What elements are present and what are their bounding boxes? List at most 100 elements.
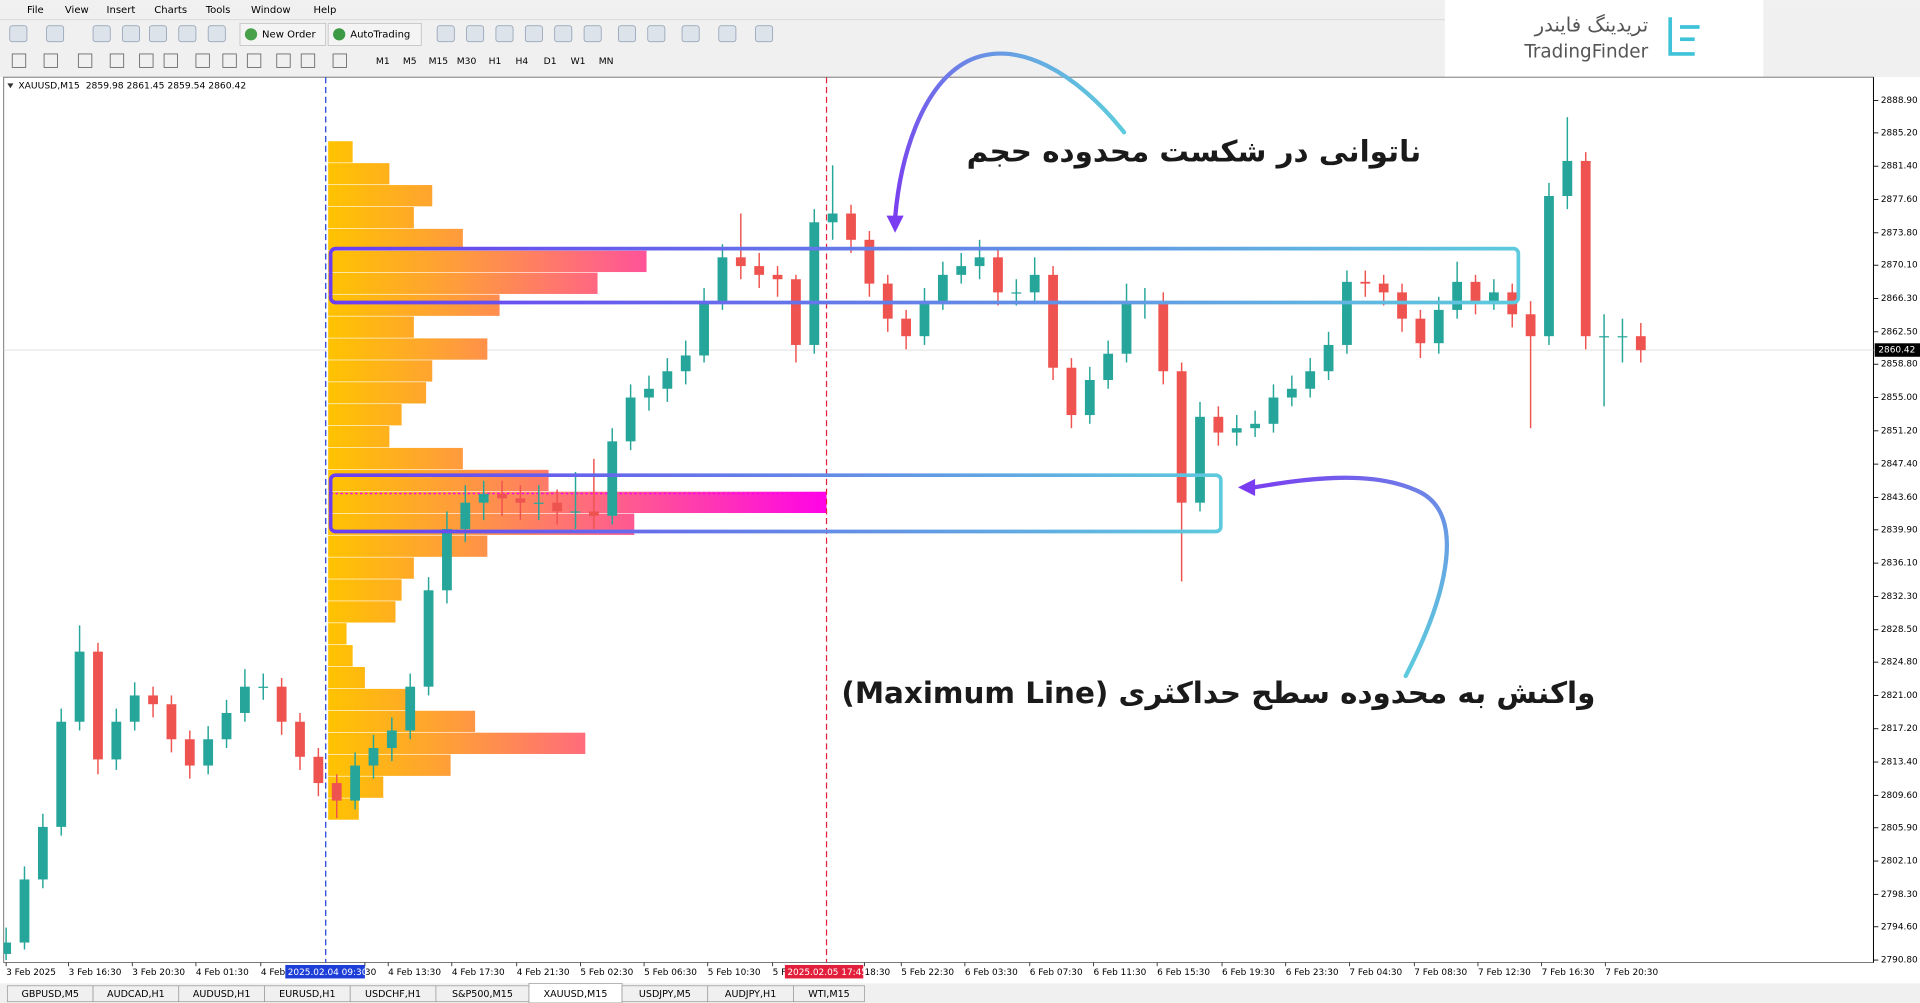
x-tick-label: 5 Feb 10:30 bbox=[708, 968, 761, 978]
timeframe-button[interactable]: M15 bbox=[429, 56, 449, 67]
drawing-tool[interactable] bbox=[139, 53, 154, 68]
drawing-tool[interactable] bbox=[300, 53, 316, 68]
button[interactable] bbox=[327, 22, 422, 46]
candle-body bbox=[37, 826, 48, 880]
toolbar-button[interactable] bbox=[92, 25, 111, 43]
tab-label: S&P500,M15 bbox=[452, 989, 513, 1000]
timeframe-button[interactable]: M30 bbox=[457, 56, 477, 67]
menu-item[interactable]: Insert bbox=[107, 5, 136, 16]
timeframe-button[interactable]: H4 bbox=[516, 56, 529, 67]
x-tick-label: 7 Feb 12:30 bbox=[1478, 968, 1531, 978]
y-tick-label: 2809.60 bbox=[1881, 791, 1918, 801]
drawing-tool[interactable] bbox=[246, 53, 262, 68]
toolbar-button[interactable] bbox=[9, 25, 28, 43]
candle-body bbox=[919, 301, 930, 337]
toolbar-button[interactable] bbox=[178, 25, 197, 43]
timeframe-button[interactable]: W1 bbox=[571, 56, 586, 67]
volume-bar bbox=[328, 316, 414, 338]
candle-body bbox=[148, 695, 158, 705]
toolbar-button[interactable] bbox=[46, 25, 65, 43]
timeframe-button[interactable]: M1 bbox=[376, 56, 390, 67]
y-tick-label: 2855.00 bbox=[1881, 393, 1918, 403]
drawing-tool[interactable] bbox=[163, 53, 178, 68]
x-tick-label: 6 Feb 15:30 bbox=[1157, 968, 1210, 978]
volume-bar bbox=[328, 732, 586, 754]
button[interactable] bbox=[239, 22, 327, 46]
timeframe-button[interactable]: M5 bbox=[403, 56, 417, 67]
toolbar-button[interactable] bbox=[647, 25, 666, 43]
icon bbox=[244, 28, 258, 41]
candle-body bbox=[754, 266, 765, 275]
toolbar-button[interactable] bbox=[681, 25, 700, 43]
drawing-tool[interactable] bbox=[195, 53, 210, 68]
toolbar-button[interactable] bbox=[583, 25, 602, 43]
toolbar-button[interactable] bbox=[755, 25, 774, 43]
y-tick-label: 2866.30 bbox=[1881, 294, 1918, 304]
timeframe-button[interactable]: D1 bbox=[544, 56, 557, 67]
drawing-tool[interactable] bbox=[109, 53, 125, 68]
volume-bar bbox=[328, 272, 598, 294]
button-label: New Order bbox=[262, 29, 316, 40]
timeframe-button[interactable]: MN bbox=[599, 56, 614, 67]
volume-bar bbox=[328, 360, 433, 382]
volume-bar bbox=[328, 601, 396, 623]
drawing-tool[interactable] bbox=[222, 53, 237, 68]
drawing-tool[interactable] bbox=[43, 53, 58, 68]
tab-label: XAUUSD,M15 bbox=[544, 989, 608, 1000]
menu-item[interactable]: File bbox=[27, 5, 44, 16]
x-tick-label: 4 Feb 13:30 bbox=[388, 968, 441, 978]
y-tick-label: 2881.40 bbox=[1881, 162, 1918, 172]
tab[interactable] bbox=[793, 985, 865, 1003]
candle-body bbox=[3, 942, 12, 954]
candle-body bbox=[368, 748, 379, 766]
toolbar-button[interactable] bbox=[554, 25, 573, 43]
y-tick-label: 2870.10 bbox=[1881, 261, 1918, 271]
y-tick-label: 2836.10 bbox=[1881, 559, 1918, 569]
menu-item[interactable]: View bbox=[65, 5, 89, 16]
toolbar-button[interactable] bbox=[207, 25, 226, 43]
annotation: ناتوانی در شکست محدوده حجم bbox=[967, 135, 1422, 169]
y-tick-label: 2828.50 bbox=[1881, 625, 1918, 635]
tab-label: EURUSD,H1 bbox=[279, 989, 335, 1000]
x-tick-label: 5 Feb 06:30 bbox=[644, 968, 697, 978]
toolbar-button[interactable] bbox=[618, 25, 636, 43]
drawing-tool[interactable] bbox=[11, 53, 27, 68]
annotation: واکنش به محدوده سطح حداکثری (Maximum Lin… bbox=[841, 676, 1595, 710]
arrow bbox=[892, 51, 1127, 221]
candle-body bbox=[974, 257, 985, 267]
timeframe-button[interactable]: H1 bbox=[489, 56, 502, 67]
toolbar-button[interactable] bbox=[436, 25, 455, 43]
candle-body bbox=[93, 651, 103, 760]
toolbar-button[interactable] bbox=[149, 25, 167, 43]
menu-item[interactable]: Tools bbox=[205, 5, 231, 16]
toolbar-button[interactable] bbox=[718, 25, 737, 43]
x-tick-label: 7 Feb 08:30 bbox=[1414, 968, 1467, 978]
volume-bar bbox=[328, 710, 476, 733]
volume-bar bbox=[328, 382, 427, 404]
drawing-tool[interactable] bbox=[77, 53, 93, 68]
toolbar-button[interactable] bbox=[466, 25, 485, 43]
y-tick-label: 2821.00 bbox=[1881, 691, 1918, 701]
collapse-icon bbox=[7, 83, 14, 89]
y-tick-label: 2843.60 bbox=[1881, 493, 1918, 503]
drawing-tool[interactable] bbox=[332, 53, 347, 68]
quote: 2859.98 2861.45 2859.54 2860.42 bbox=[86, 80, 246, 91]
candle-body bbox=[772, 274, 783, 280]
volume-bar bbox=[328, 645, 353, 667]
drawing-tool[interactable] bbox=[276, 53, 291, 68]
x-tick-label: 6 Feb 03:30 bbox=[965, 968, 1018, 978]
menu-item[interactable]: Charts bbox=[154, 5, 187, 16]
candle-body bbox=[1084, 380, 1095, 416]
candle-body bbox=[1544, 195, 1554, 337]
menu-item[interactable]: Help bbox=[313, 5, 336, 16]
toolbar-button[interactable] bbox=[524, 25, 543, 43]
y-tick-label: 2885.20 bbox=[1881, 128, 1918, 138]
y-tick-label: 2817.20 bbox=[1881, 724, 1918, 734]
time-marker-label-box bbox=[784, 964, 864, 979]
toolbar-button[interactable] bbox=[495, 25, 514, 43]
volume-bar bbox=[328, 688, 408, 711]
x-tick-label: 7 Feb 04:30 bbox=[1349, 968, 1402, 978]
toolbar-button[interactable] bbox=[122, 25, 140, 43]
menu-item[interactable]: Window bbox=[251, 5, 291, 16]
